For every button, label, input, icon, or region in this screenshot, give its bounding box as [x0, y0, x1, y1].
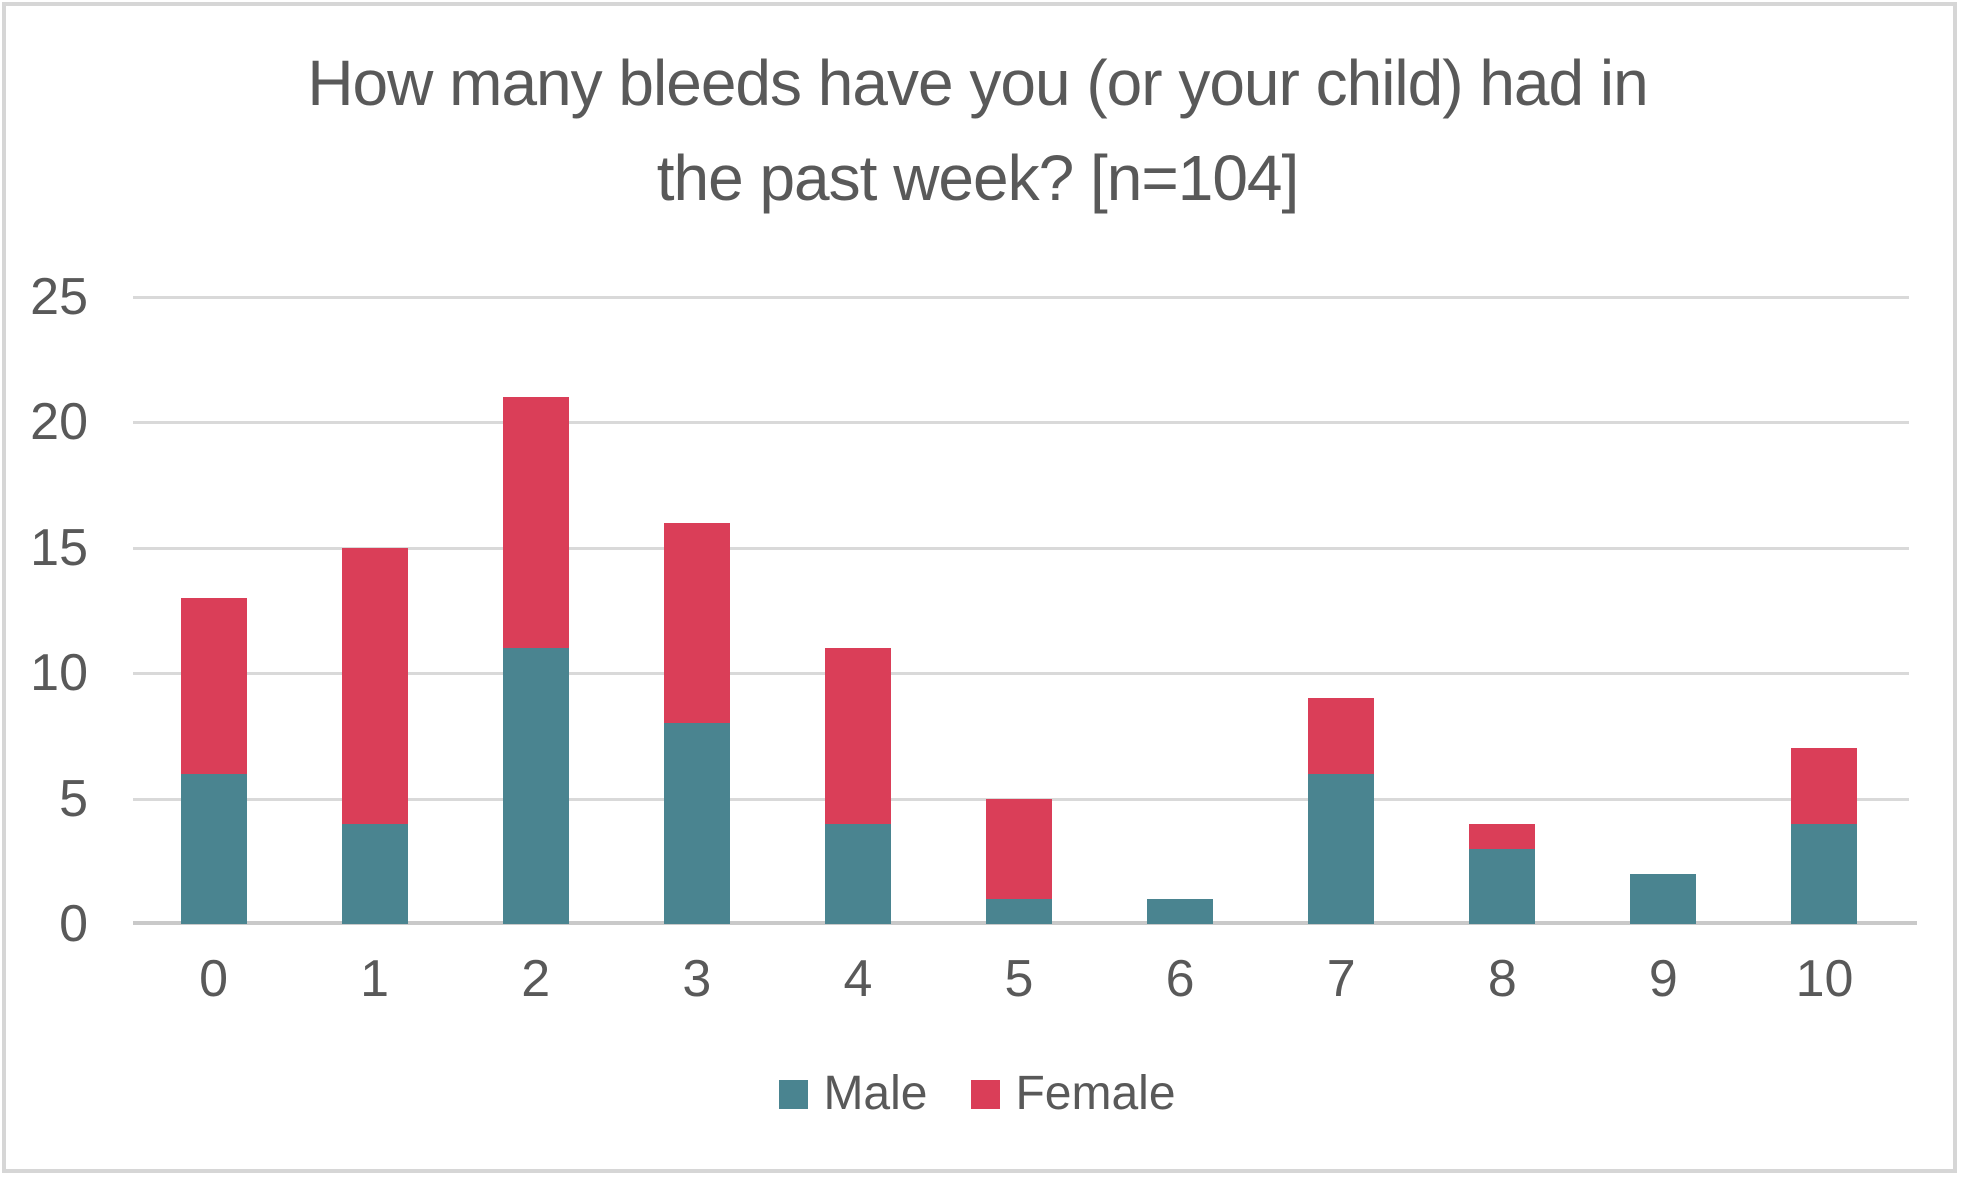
- chart-title-line1: How many bleeds have you (or your child)…: [307, 47, 1648, 119]
- female-legend-swatch-icon: [971, 1079, 1001, 1109]
- bar-segment-male-4: [824, 823, 891, 924]
- x-tick-label-0: 0: [199, 950, 228, 1008]
- bar-segment-male-6: [1147, 898, 1214, 924]
- stacked-bar-5: [986, 798, 1053, 924]
- bar-slot-8: [1422, 297, 1583, 924]
- x-tick-label-3: 3: [682, 950, 712, 1008]
- bar-segment-female-10: [1791, 748, 1858, 824]
- bar-segment-male-8: [1469, 848, 1536, 924]
- stacked-bar-7: [1308, 698, 1375, 924]
- y-tick-label-20: 20: [30, 393, 88, 452]
- male-legend-swatch-icon: [779, 1079, 809, 1109]
- legend-item-male: Male: [779, 1066, 927, 1122]
- stacked-bar-6: [1147, 898, 1214, 924]
- bar-segment-female-5: [986, 798, 1053, 899]
- female-legend-label: Female: [1015, 1067, 1176, 1120]
- stacked-bar-10: [1791, 748, 1858, 924]
- y-tick-label-10: 10: [30, 644, 88, 703]
- bar-slot-1: [294, 297, 455, 924]
- bar-segment-female-4: [824, 648, 891, 824]
- bar-slot-7: [1261, 297, 1422, 924]
- y-tick-label-15: 15: [30, 518, 88, 577]
- y-tick-label-5: 5: [59, 769, 88, 828]
- bar-segment-male-7: [1308, 773, 1375, 924]
- x-tick-label-10: 10: [1795, 950, 1854, 1008]
- y-tick-label-0: 0: [59, 895, 88, 953]
- stacked-bar-4: [824, 648, 891, 924]
- chart-title-line2: the past week? [n=104]: [656, 142, 1300, 214]
- bar-slot-9: [1583, 297, 1744, 924]
- bar-slot-3: [616, 297, 777, 924]
- bar-segment-male-10: [1791, 823, 1858, 924]
- bar-segment-male-5: [986, 898, 1053, 924]
- bar-slot-5: [938, 297, 1099, 924]
- stacked-bar-8: [1469, 823, 1536, 924]
- x-tick-label-1: 1: [360, 950, 390, 1008]
- x-tick-label-6: 6: [1165, 950, 1195, 1008]
- bar-segment-female-7: [1308, 698, 1375, 774]
- stacked-bar-9: [1630, 873, 1697, 924]
- bar-slot-4: [777, 297, 938, 924]
- stacked-bar-1: [341, 547, 408, 924]
- stacked-bar-2: [502, 397, 569, 924]
- x-tick-label-5: 5: [1004, 950, 1034, 1008]
- bar-segment-female-0: [180, 597, 247, 774]
- stacked-bar-3: [663, 522, 730, 924]
- x-tick-label-7: 7: [1326, 950, 1356, 1008]
- x-tick-label-9: 9: [1648, 950, 1678, 1008]
- gridline-y-15: [133, 546, 1909, 550]
- legend: Male Female: [0, 1066, 1955, 1122]
- bar-slot-6: [1100, 297, 1261, 924]
- x-tick-label-8: 8: [1487, 950, 1517, 1008]
- bar-segment-female-1: [341, 547, 408, 824]
- chart-title: How many bleeds have you (or your child)…: [0, 36, 1955, 226]
- x-tick-label-2: 2: [521, 950, 551, 1008]
- bar-slot-2: [455, 297, 616, 924]
- gridline-y-20: [133, 421, 1909, 425]
- bar-slot-10: [1744, 297, 1905, 924]
- gridline-y-10: [133, 672, 1909, 676]
- bar-segment-female-2: [502, 397, 569, 649]
- legend-item-female: Female: [971, 1066, 1176, 1122]
- bar-segment-male-2: [502, 648, 569, 924]
- plot-area: [133, 297, 1905, 924]
- male-legend-label: Male: [823, 1067, 928, 1120]
- bar-segment-female-8: [1469, 823, 1536, 849]
- bar-segment-female-3: [663, 522, 730, 724]
- gridline-y-25: [133, 296, 1909, 299]
- bar-segment-male-3: [663, 723, 730, 924]
- bar-slot-0: [133, 297, 294, 924]
- bar-segment-male-0: [180, 773, 247, 924]
- stacked-bar-0: [180, 597, 247, 924]
- bar-segment-male-1: [341, 823, 408, 924]
- y-tick-label-25: 25: [30, 268, 88, 326]
- bar-segment-male-9: [1630, 873, 1697, 924]
- x-tick-label-4: 4: [843, 950, 873, 1008]
- x-axis-labels: 0 1 2 3 4 5 6 7 8 9 10: [133, 948, 1905, 1010]
